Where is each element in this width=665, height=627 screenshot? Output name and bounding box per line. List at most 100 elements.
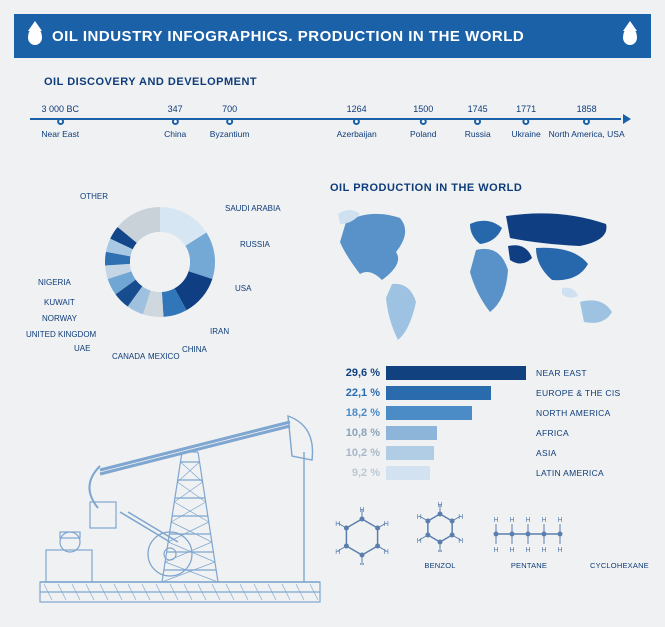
bars-section: 29,6 % NEAR EAST 22,1 % EUROPE & THE CIS 1… bbox=[330, 364, 640, 484]
chem-name: PENTANE bbox=[486, 561, 572, 570]
bar-label: NORTH AMERICA bbox=[536, 408, 611, 418]
map-section: OIL PRODUCTION IN THE WORLD bbox=[330, 182, 640, 352]
chem-item: HHHHHHHHHHPENTANE bbox=[486, 502, 572, 570]
world-map bbox=[330, 202, 630, 347]
bar-fill bbox=[386, 406, 472, 420]
bar-row: 18,2 % NORTH AMERICA bbox=[330, 404, 640, 422]
timeline-year: 1500 bbox=[410, 104, 436, 114]
svg-text:H: H bbox=[384, 521, 389, 528]
donut-label: IRAN bbox=[210, 327, 229, 336]
map-region bbox=[536, 248, 588, 280]
svg-text:H: H bbox=[525, 547, 530, 552]
timeline-dot-icon bbox=[420, 118, 427, 125]
banner-title: OIL INDUSTRY INFOGRAPHICS. PRODUCTION IN… bbox=[52, 28, 613, 45]
svg-text:H: H bbox=[525, 517, 530, 524]
donut-label: MEXICO bbox=[148, 352, 180, 361]
donut-label: OTHER bbox=[80, 192, 108, 201]
bar-fill bbox=[386, 446, 434, 460]
svg-text:H: H bbox=[417, 514, 422, 521]
donut-label: KUWAIT bbox=[44, 298, 75, 307]
svg-text:H: H bbox=[417, 538, 422, 545]
map-region bbox=[340, 214, 405, 280]
timeline-dot-icon bbox=[172, 118, 179, 125]
bar-track bbox=[386, 366, 526, 380]
timeline-dot-icon bbox=[226, 118, 233, 125]
chemical-section: HHHHHHHHHHHHBENZOLHHHHHHHHHHPENTANECYCLO… bbox=[330, 496, 650, 570]
map-region bbox=[386, 284, 416, 340]
timeline-year: 347 bbox=[164, 104, 186, 114]
timeline-year: 1858 bbox=[549, 104, 625, 114]
bar-track bbox=[386, 446, 526, 460]
bar-fill bbox=[386, 426, 437, 440]
svg-text:H: H bbox=[493, 517, 498, 524]
svg-text:H: H bbox=[458, 538, 463, 545]
timeline-year: 1745 bbox=[465, 104, 491, 114]
donut-label: CHINA bbox=[182, 345, 207, 354]
bar-row: 10,8 % AFRICA bbox=[330, 424, 640, 442]
bar-row: 22,1 % EUROPE & THE CIS bbox=[330, 384, 640, 402]
bar-row: 29,6 % NEAR EAST bbox=[330, 364, 640, 382]
timeline-year: 3 000 BC bbox=[41, 104, 79, 114]
svg-text:H: H bbox=[384, 549, 389, 556]
timeline-point: 3 000 BC Near East bbox=[41, 104, 79, 139]
timeline-place: China bbox=[164, 129, 186, 139]
map-region bbox=[562, 288, 578, 298]
bar-label: AFRICA bbox=[536, 428, 569, 438]
timeline-dot-icon bbox=[353, 118, 360, 125]
bar-fill bbox=[386, 466, 430, 480]
timeline-year: 700 bbox=[210, 104, 250, 114]
timeline-point: 700 Byzantium bbox=[210, 104, 250, 139]
timeline-dot-icon bbox=[523, 118, 530, 125]
svg-text:H: H bbox=[437, 502, 442, 509]
map-title: OIL PRODUCTION IN THE WORLD bbox=[330, 182, 640, 194]
chem-name: CYCLOHEXANE bbox=[590, 561, 649, 570]
donut-chart bbox=[100, 202, 220, 322]
svg-text:H: H bbox=[509, 547, 514, 552]
timeline-dot-icon bbox=[474, 118, 481, 125]
timeline-place: Azerbaijan bbox=[337, 129, 377, 139]
map-region bbox=[508, 245, 532, 263]
bar-fill bbox=[386, 386, 491, 400]
timeline-place: Near East bbox=[41, 129, 79, 139]
molecule-icon: HHHHHH bbox=[412, 496, 468, 552]
timeline-section: OIL DISCOVERY AND DEVELOPMENT 3 000 BC N… bbox=[30, 76, 635, 148]
drop-icon bbox=[28, 27, 42, 45]
svg-text:H: H bbox=[437, 550, 442, 552]
timeline-year: 1264 bbox=[337, 104, 377, 114]
bar-row: 9,2 % LATIN AMERICA bbox=[330, 464, 640, 482]
timeline-place: Poland bbox=[410, 129, 436, 139]
svg-text:H: H bbox=[541, 547, 546, 552]
bar-label: EUROPE & THE CIS bbox=[536, 388, 620, 398]
donut-label: SAUDI ARABIA bbox=[225, 204, 281, 213]
timeline-title: OIL DISCOVERY AND DEVELOPMENT bbox=[44, 76, 635, 88]
bar-row: 10,2 % ASIA bbox=[330, 444, 640, 462]
timeline-point: 347 China bbox=[164, 104, 186, 139]
donut-label: USA bbox=[235, 284, 251, 293]
map-region bbox=[506, 213, 606, 246]
timeline-point: 1858 North America, USA bbox=[549, 104, 625, 139]
bar-track bbox=[386, 386, 526, 400]
donut-label: NIGERIA bbox=[38, 278, 71, 287]
timeline-point: 1771 Ukraine bbox=[511, 104, 540, 139]
donut-label: NORWAY bbox=[42, 314, 77, 323]
bar-label: ASIA bbox=[536, 448, 557, 458]
donut-label: RUSSIA bbox=[240, 240, 270, 249]
svg-text:H: H bbox=[493, 547, 498, 552]
svg-text:H: H bbox=[359, 507, 364, 514]
timeline-place: Russia bbox=[465, 129, 491, 139]
svg-text:H: H bbox=[541, 517, 546, 524]
donut-label: UAE bbox=[74, 344, 90, 353]
chem-item: HHHHHHBENZOL bbox=[412, 496, 468, 570]
timeline-point: 1500 Poland bbox=[410, 104, 436, 139]
chem-name: BENZOL bbox=[412, 561, 468, 570]
bar-track bbox=[386, 426, 526, 440]
donut-section: SAUDI ARABIARUSSIAUSAIRANCHINAMEXICOCANA… bbox=[30, 182, 290, 382]
bar-fill bbox=[386, 366, 526, 380]
map-region bbox=[580, 300, 612, 323]
pumpjack-svg bbox=[20, 382, 340, 622]
header-banner: OIL INDUSTRY INFOGRAPHICS. PRODUCTION IN… bbox=[14, 14, 651, 58]
donut-svg bbox=[100, 202, 220, 322]
pumpjack-illustration bbox=[20, 382, 340, 622]
timeline-dot-icon bbox=[583, 118, 590, 125]
bar-track bbox=[386, 406, 526, 420]
